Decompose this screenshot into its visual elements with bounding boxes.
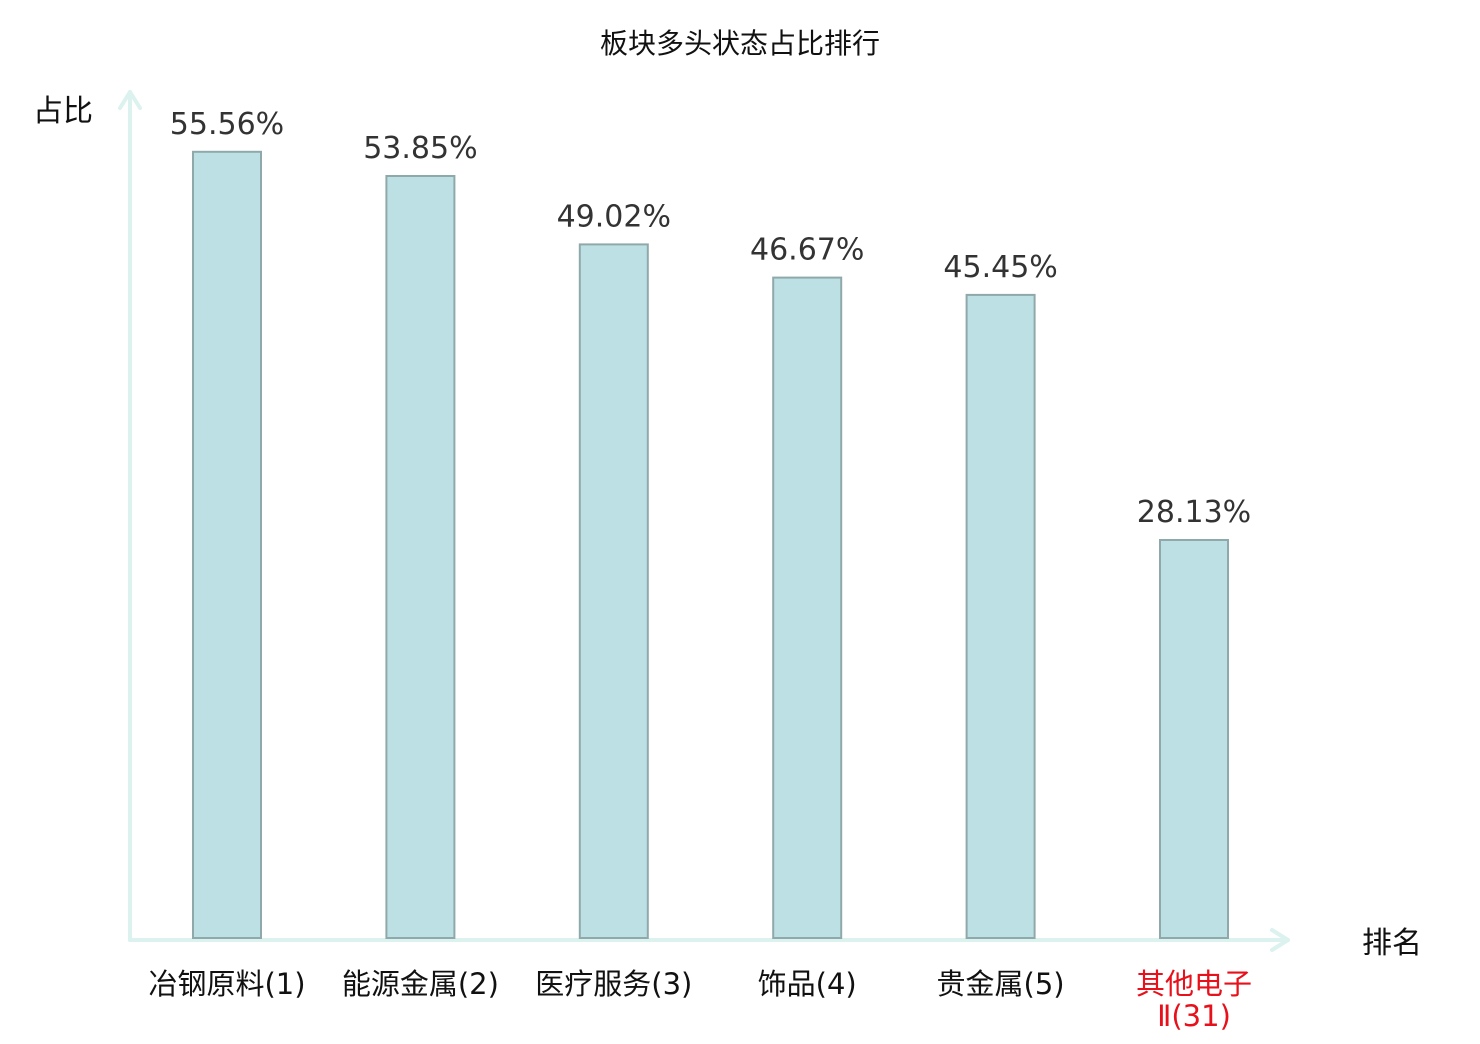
chart-title: 板块多头状态占比排行 bbox=[600, 27, 880, 60]
bar bbox=[965, 293, 1036, 939]
category-labels-group: 冶钢原料(1) 能源金属(2) 医疗服务(3) 饰品(4) 贵金属(5) 其他电子Ⅱ(31… bbox=[148, 967, 1252, 1033]
bar-value-label: 55.56% bbox=[170, 107, 284, 142]
bar-value-label: 49.02% bbox=[557, 199, 671, 234]
bar bbox=[192, 150, 262, 940]
x-tick-label: 其他电子 bbox=[1136, 967, 1252, 1001]
x-tick-label: 能源金属(2) bbox=[342, 967, 499, 1001]
bar bbox=[385, 175, 456, 939]
x-tick-label: 冶钢原料(1) bbox=[148, 967, 305, 1001]
bars-group bbox=[192, 150, 1229, 940]
bar-value-label: 46.67% bbox=[750, 233, 864, 268]
y-axis-label: 占比 bbox=[33, 94, 93, 129]
x-tick-label: 医疗服务(3) bbox=[535, 967, 692, 1001]
bar-value-label: 53.85% bbox=[363, 131, 477, 166]
x-axis-label: 排名 bbox=[1362, 926, 1422, 961]
value-labels-group: 55.56% 53.85% 49.02% 46.67% 45.45% 28.13% bbox=[170, 107, 1251, 530]
x-tick-label: 贵金属(5) bbox=[937, 967, 1065, 1001]
axes bbox=[118, 90, 1290, 952]
bar-value-label: 45.45% bbox=[943, 250, 1057, 285]
bar bbox=[578, 243, 649, 939]
x-tick-label: 饰品(4) bbox=[758, 967, 857, 1001]
x-tick-label: Ⅱ(31) bbox=[1157, 999, 1231, 1033]
bar bbox=[1159, 539, 1229, 939]
y-axis-arrowhead bbox=[118, 90, 142, 110]
x-axis-arrowhead bbox=[1270, 928, 1290, 952]
bar-value-label: 28.13% bbox=[1137, 495, 1251, 530]
bar bbox=[772, 276, 843, 940]
